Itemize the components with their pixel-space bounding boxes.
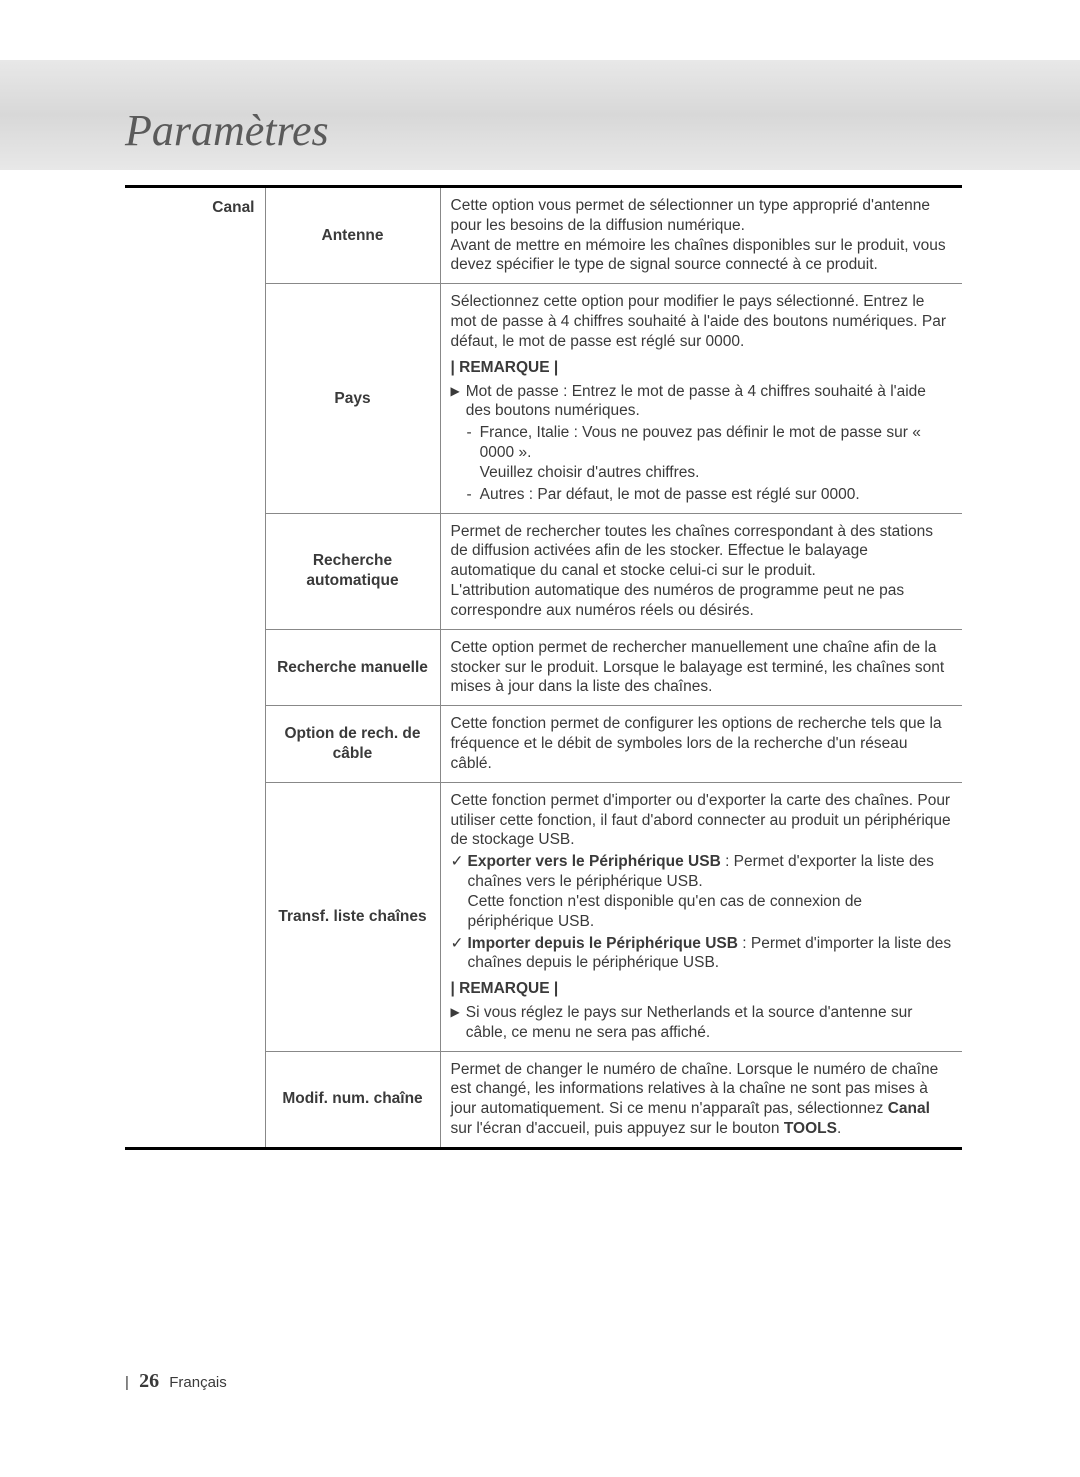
sub-bullet: - Autres : Par défaut, le mot de passe e… xyxy=(467,485,953,505)
bold-text: Canal xyxy=(888,1100,930,1117)
row-option-cable-label: Option de rech. de câble xyxy=(265,706,440,782)
bold-text: TOOLS xyxy=(784,1120,837,1137)
check-icon: ✓ xyxy=(451,934,464,954)
row-antenne-label: Antenne xyxy=(265,187,440,284)
bullet-item: ▶ Mot de passe : Entrez le mot de passe … xyxy=(451,382,953,422)
row-recherche-man-desc: Cette option permet de rechercher manuel… xyxy=(440,629,962,705)
text: L'attribution automatique des numéros de… xyxy=(451,581,953,621)
footer-bar: | xyxy=(125,1374,129,1391)
bullet-item: ▶ Si vous réglez le pays sur Netherlands… xyxy=(451,1003,953,1043)
text: Importer depuis le Périphérique USB : Pe… xyxy=(468,934,953,974)
text: Mot de passe : Entrez le mot de passe à … xyxy=(466,382,952,422)
arrow-icon: ▶ xyxy=(451,382,460,400)
text: France, Italie : Vous ne pouvez pas défi… xyxy=(480,424,921,461)
remark-label: | REMARQUE | xyxy=(451,358,953,378)
text: France, Italie : Vous ne pouvez pas défi… xyxy=(480,423,952,482)
remark-label: | REMARQUE | xyxy=(451,979,953,999)
row-modif-desc: Permet de changer le numéro de chaîne. L… xyxy=(440,1051,962,1148)
row-recherche-auto-desc: Permet de rechercher toutes les chaînes … xyxy=(440,513,962,629)
text: Cette option vous permet de sélectionner… xyxy=(451,196,953,236)
text: Si vous réglez le pays sur Netherlands e… xyxy=(466,1003,952,1043)
row-transf-desc: Cette fonction permet d'importer ou d'ex… xyxy=(440,782,962,1051)
text: Veuillez choisir d'autres chiffres. xyxy=(480,464,700,481)
text: . xyxy=(837,1120,841,1137)
text: Cette fonction n'est disponible qu'en ca… xyxy=(468,892,953,932)
text: Autres : Par défaut, le mot de passe est… xyxy=(480,485,860,505)
check-item: ✓ Exporter vers le Périphérique USB : Pe… xyxy=(451,852,953,892)
row-recherche-auto-label: Recherche automatique xyxy=(265,513,440,629)
text: Permet de changer le numéro de chaîne. L… xyxy=(451,1061,939,1118)
page-footer: | 26 Français xyxy=(125,1370,227,1393)
text: Sélectionnez cette option pour modifier … xyxy=(451,292,953,351)
sub-bullet: - France, Italie : Vous ne pouvez pas dé… xyxy=(467,423,953,482)
row-antenne-desc: Cette option vous permet de sélectionner… xyxy=(440,187,962,284)
section-label: Canal xyxy=(125,187,265,1149)
text: Exporter vers le Périphérique USB : Perm… xyxy=(468,852,953,892)
footer-lang: Français xyxy=(169,1374,227,1391)
text: Avant de mettre en mémoire les chaînes d… xyxy=(451,236,953,276)
row-pays-desc: Sélectionnez cette option pour modifier … xyxy=(440,284,962,513)
settings-table: Canal Antenne Cette option vous permet d… xyxy=(125,185,962,1150)
dash-icon: - xyxy=(467,485,472,505)
row-recherche-man-label: Recherche manuelle xyxy=(265,629,440,705)
page-title: Paramètres xyxy=(125,105,329,156)
page-number: 26 xyxy=(139,1370,159,1392)
row-option-cable-desc: Cette fonction permet de configurer les … xyxy=(440,706,962,782)
text: sur l'écran d'accueil, puis appuyez sur … xyxy=(451,1120,784,1137)
bold-text: Exporter vers le Périphérique USB xyxy=(468,853,721,870)
row-pays-label: Pays xyxy=(265,284,440,513)
text: Cette fonction permet d'importer ou d'ex… xyxy=(451,791,953,850)
check-item: ✓ Importer depuis le Périphérique USB : … xyxy=(451,934,953,974)
row-modif-label: Modif. num. chaîne xyxy=(265,1051,440,1148)
check-icon: ✓ xyxy=(451,852,464,872)
text: Permet de rechercher toutes les chaînes … xyxy=(451,522,953,581)
row-transf-label: Transf. liste chaînes xyxy=(265,782,440,1051)
bold-text: Importer depuis le Périphérique USB xyxy=(468,935,738,952)
arrow-icon: ▶ xyxy=(451,1003,460,1021)
dash-icon: - xyxy=(467,423,472,443)
